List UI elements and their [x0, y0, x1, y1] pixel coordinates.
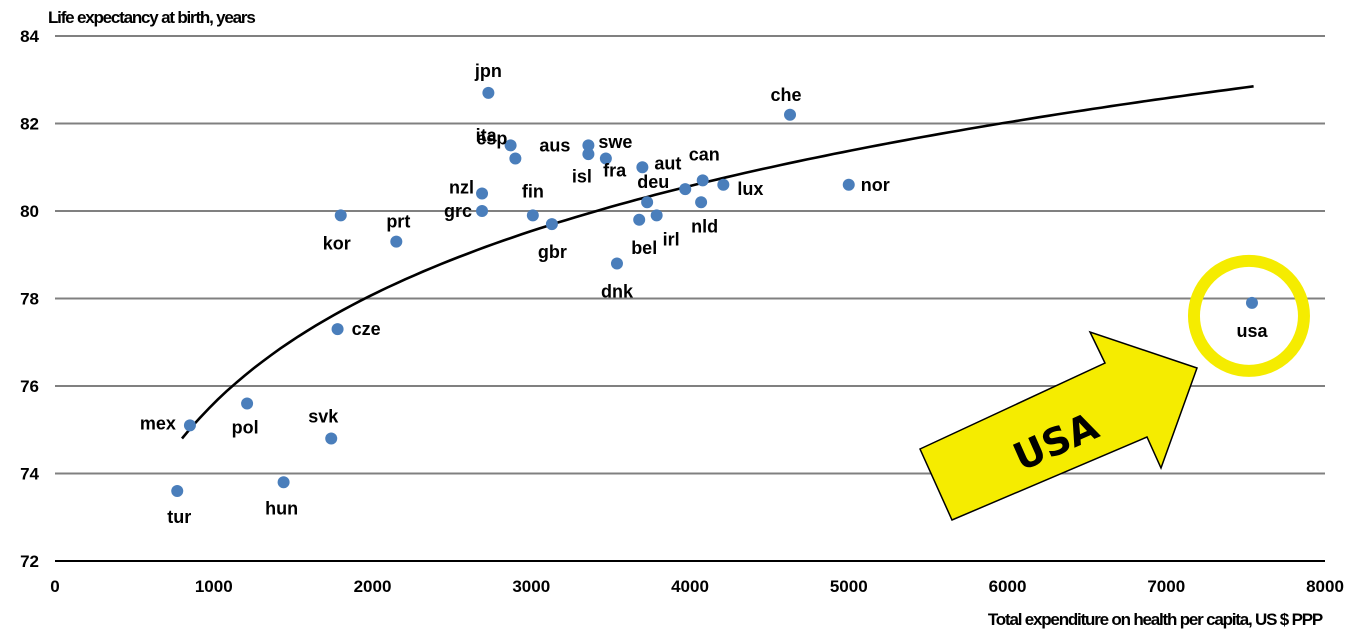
x-tick-label: 0 — [50, 577, 59, 596]
point-label-isl: isl — [572, 167, 592, 187]
data-point-isl — [599, 152, 612, 165]
data-point-esp — [509, 152, 522, 165]
data-point-fra — [641, 196, 654, 209]
point-label-swe: swe — [598, 132, 632, 152]
point-label-aut: aut — [654, 153, 681, 173]
point-label-svk: svk — [308, 407, 339, 427]
data-point-ita — [504, 139, 517, 152]
data-point-pol — [241, 397, 254, 410]
gridlines — [55, 35, 1325, 562]
x-tick-label: 8000 — [1306, 577, 1344, 596]
x-tick-label: 5000 — [830, 577, 868, 596]
point-label-ita: ita — [476, 125, 498, 145]
data-point-aus — [582, 139, 595, 152]
arrow-shape — [919, 330, 1198, 521]
point-label-aus: aus — [539, 135, 570, 155]
trendline-group — [181, 85, 1254, 440]
point-label-jpn: jpn — [474, 61, 502, 81]
x-tick-label: 7000 — [1147, 577, 1185, 596]
point-label-can: can — [689, 144, 720, 164]
data-point-aut — [636, 161, 649, 174]
y-tick-label: 84 — [20, 27, 39, 46]
data-point-jpn — [482, 86, 495, 99]
point-label-che: che — [770, 85, 801, 105]
data-point-bel — [633, 213, 646, 226]
data-point-nzl — [476, 187, 489, 200]
data-point-irl — [650, 209, 663, 222]
point-label-nzl: nzl — [449, 178, 474, 198]
data-point-grc — [476, 205, 489, 217]
point-label-grc: grc — [444, 201, 472, 221]
point-label-nor: nor — [861, 175, 890, 195]
x-axis-title: Total expenditure on health per capita, … — [988, 610, 1323, 629]
y-tick-label: 80 — [20, 202, 39, 221]
x-tick-label: 4000 — [671, 577, 709, 596]
data-point-usa — [1245, 296, 1258, 309]
point-label-nld: nld — [691, 216, 718, 236]
data-points — [171, 86, 1258, 497]
data-point-che — [784, 108, 797, 121]
point-label-fin: fin — [522, 181, 544, 201]
point-label-irl: irl — [663, 229, 680, 249]
y-tick-label: 74 — [20, 465, 39, 484]
data-point-nld — [695, 196, 708, 209]
point-label-dnk: dnk — [601, 282, 634, 302]
data-point-mex — [183, 419, 196, 432]
data-point-lux — [717, 178, 730, 191]
data-point-kor — [334, 209, 347, 222]
point-label-prt: prt — [386, 212, 410, 232]
data-point-svk — [325, 432, 338, 445]
point-label-fra: fra — [603, 160, 627, 180]
x-tick-label: 3000 — [512, 577, 550, 596]
data-point-deu — [679, 183, 692, 196]
y-axis-title: Life expectancy at birth, years — [48, 8, 255, 27]
highlight-circle — [1187, 254, 1310, 377]
point-label-kor: kor — [323, 233, 351, 253]
point-label-pol: pol — [232, 418, 259, 438]
data-point-tur — [171, 485, 184, 497]
point-label-bel: bel — [631, 238, 657, 258]
x-tick-label: 2000 — [354, 577, 392, 596]
point-label-deu: deu — [637, 172, 669, 192]
point-label-cze: cze — [352, 319, 381, 339]
y-tick-label: 78 — [20, 290, 39, 309]
point-label-lux: lux — [737, 179, 763, 199]
data-point-can — [696, 174, 709, 187]
point-label-gbr: gbr — [538, 242, 567, 262]
point-label-mex: mex — [140, 413, 176, 433]
data-point-fin — [526, 209, 539, 222]
point-label-hun: hun — [265, 498, 298, 518]
data-point-swe — [582, 148, 595, 161]
trendline — [181, 85, 1254, 440]
point-label-esp: esp — [476, 129, 507, 149]
y-tick-label: 82 — [20, 115, 39, 134]
data-point-dnk — [610, 257, 623, 270]
data-point-cze — [331, 323, 344, 336]
data-point-gbr — [545, 218, 558, 231]
usa-annotation: USA — [919, 254, 1310, 521]
y-tick-label: 76 — [20, 377, 39, 396]
y-tick-label: 72 — [20, 552, 39, 571]
point-label-tur: tur — [167, 507, 191, 527]
data-point-nor — [842, 178, 855, 191]
data-point-hun — [277, 476, 290, 489]
x-tick-label: 1000 — [195, 577, 233, 596]
axis-ticks: 72 74 76 78 80 82 84 0 1000 2000 3000 4000 5000 6000 7… — [20, 27, 1344, 596]
x-tick-label: 6000 — [989, 577, 1027, 596]
data-point-prt — [390, 235, 403, 248]
point-label-usa: usa — [1236, 321, 1268, 341]
